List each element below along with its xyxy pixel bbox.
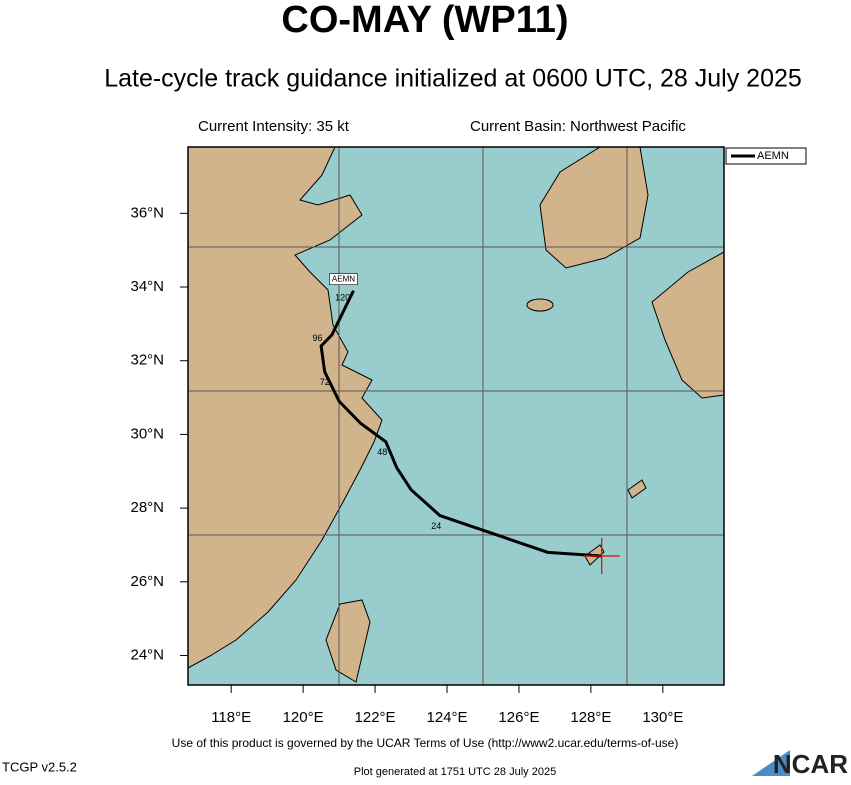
version: TCGP v2.5.2: [2, 759, 77, 774]
legend-box: [725, 147, 807, 165]
hour-label: 120: [335, 292, 350, 302]
y-tick-label: 36°N: [130, 204, 164, 221]
x-tick-label: 126°E: [498, 709, 539, 726]
legend-label: AEMN: [757, 150, 789, 162]
basin: Current Basin: Northwest Pacific: [470, 118, 686, 135]
x-tick-label: 130°E: [642, 709, 683, 726]
ncar-logo-mark: [752, 750, 790, 776]
y-tick-label: 24°N: [130, 646, 164, 663]
intensity: Current Intensity: 35 kt: [198, 118, 350, 135]
y-tick-label: 30°N: [130, 425, 164, 442]
y-tick-label: 34°N: [130, 278, 164, 295]
taiwan: [325, 599, 371, 683]
track: [319, 290, 602, 558]
china: [188, 147, 383, 669]
y-tick-label: 26°N: [130, 573, 164, 590]
x-tick-label: 124°E: [426, 709, 467, 726]
x-tick-label: 120°E: [283, 709, 324, 726]
track-label: AEMN: [332, 274, 355, 283]
korea: [539, 147, 649, 269]
x-tick-label: 118°E: [211, 709, 251, 726]
japan: [651, 251, 724, 399]
hour-label: 48: [377, 447, 387, 457]
generated: Plot generated at 1751 UTC 28 July 2025: [354, 766, 556, 778]
track-label-box: [329, 273, 358, 286]
y-tick-label: 28°N: [130, 499, 164, 516]
land: [188, 147, 724, 683]
hour-label: 24: [431, 521, 441, 531]
hour-label: 72: [320, 377, 330, 387]
map-frame: [187, 146, 725, 686]
x-tick-label: 128°E: [570, 709, 611, 726]
islands: [627, 479, 647, 499]
y-tick-label: 32°N: [130, 352, 164, 369]
title: CO-MAY (WP11): [281, 0, 568, 41]
x-tick-label: 122°E: [355, 709, 396, 726]
terms: Use of this product is governed by the U…: [172, 736, 679, 750]
ncar-logo: NCAR: [773, 749, 848, 779]
hour-label: 96: [312, 333, 322, 343]
jeju: [526, 298, 554, 312]
subtitle: Late-cycle track guidance initialized at…: [104, 65, 802, 93]
grid: [188, 147, 724, 685]
